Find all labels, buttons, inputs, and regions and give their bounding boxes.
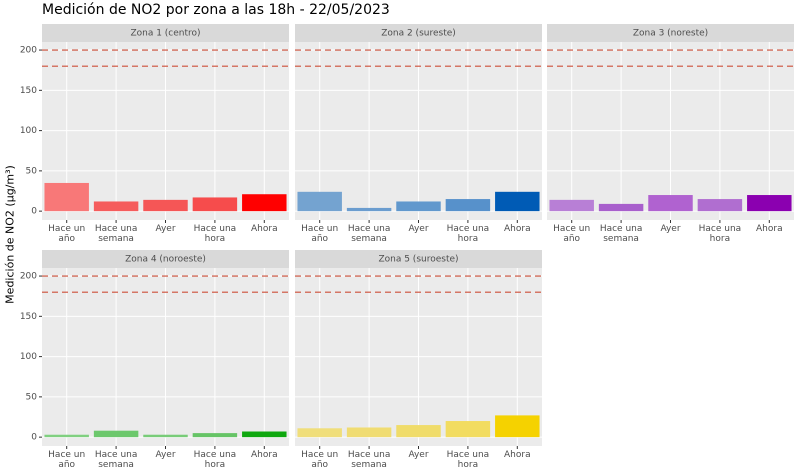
y-tick-label: 150 (20, 86, 37, 96)
bar (297, 191, 342, 212)
x-tick-label: Hace un año (553, 224, 591, 244)
bar (346, 427, 392, 438)
bar (93, 201, 139, 212)
bar (396, 201, 441, 212)
y-tick-label: 100 (20, 126, 37, 136)
x-tick-label: Hace un año (301, 224, 339, 244)
x-tick-label: Hace una semana (347, 224, 391, 244)
x-tick-label: Ahora (504, 450, 531, 460)
x-tick-label: Hace una hora (698, 224, 742, 244)
bar (549, 199, 594, 212)
x-tick-label: Hace una semana (599, 224, 643, 244)
y-tick-label: 0 (31, 433, 37, 443)
bar (346, 207, 392, 212)
x-tick-label: Hace una hora (446, 224, 490, 244)
panel-title: Zona 2 (sureste) (381, 29, 456, 39)
chart-title: Medición de NO2 por zona a las 18h - 22/… (42, 2, 390, 18)
bar (143, 199, 188, 212)
x-tick-label: Hace una semana (347, 450, 391, 470)
bar (445, 199, 491, 212)
x-tick-label: Hace una hora (446, 450, 490, 470)
strip (42, 24, 289, 42)
x-tick-label: Hace un año (301, 450, 339, 470)
x-tick-label: Hace un año (48, 450, 86, 470)
x-tick-label: Hace una hora (193, 450, 237, 470)
panel-title: Zona 5 (suroeste) (378, 255, 458, 265)
x-tick-label: Ayer (408, 450, 429, 460)
x-tick-label: Hace una semana (94, 450, 138, 470)
y-tick-label: 50 (26, 392, 38, 402)
y-tick-label: 50 (26, 166, 38, 176)
panel-title: Zona 1 (centro) (130, 29, 200, 39)
panel-title: Zona 3 (noreste) (633, 29, 708, 39)
bar (93, 430, 139, 438)
bar (242, 194, 287, 212)
x-tick-label: Ahora (504, 224, 531, 234)
y-tick-label: 200 (20, 272, 37, 282)
x-tick-label: Ahora (251, 450, 278, 460)
panel-title: Zona 4 (noroeste) (125, 255, 206, 265)
bar (242, 431, 287, 438)
bar (44, 182, 89, 212)
bar (192, 433, 238, 438)
x-tick-label: Hace una hora (193, 224, 237, 244)
x-tick-label: Ayer (155, 224, 176, 234)
strip (42, 250, 289, 268)
bar (192, 197, 238, 212)
strip (295, 24, 542, 42)
y-tick-label: 100 (20, 352, 37, 362)
bar (648, 195, 693, 212)
bar (747, 195, 792, 212)
bar (495, 415, 540, 438)
x-tick-label: Ayer (155, 450, 176, 460)
bar (396, 425, 441, 438)
bar (495, 191, 540, 212)
strip (295, 250, 542, 268)
bar (598, 203, 644, 212)
strip (547, 24, 794, 42)
x-tick-label: Hace una semana (94, 224, 138, 244)
x-tick-label: Hace un año (48, 224, 86, 244)
bar (297, 428, 342, 438)
x-tick-label: Ahora (251, 224, 278, 234)
bar (445, 421, 491, 438)
x-tick-label: Ayer (660, 224, 681, 234)
y-tick-label: 150 (20, 312, 37, 322)
bar (44, 434, 89, 438)
bar (143, 434, 188, 438)
x-tick-label: Ayer (408, 224, 429, 234)
y-axis-label: Medición de NO2 (µg/m³) (3, 165, 17, 304)
y-tick-label: 200 (20, 46, 37, 56)
x-tick-label: Ahora (756, 224, 783, 234)
y-tick-label: 0 (31, 207, 37, 217)
bar (697, 199, 743, 212)
